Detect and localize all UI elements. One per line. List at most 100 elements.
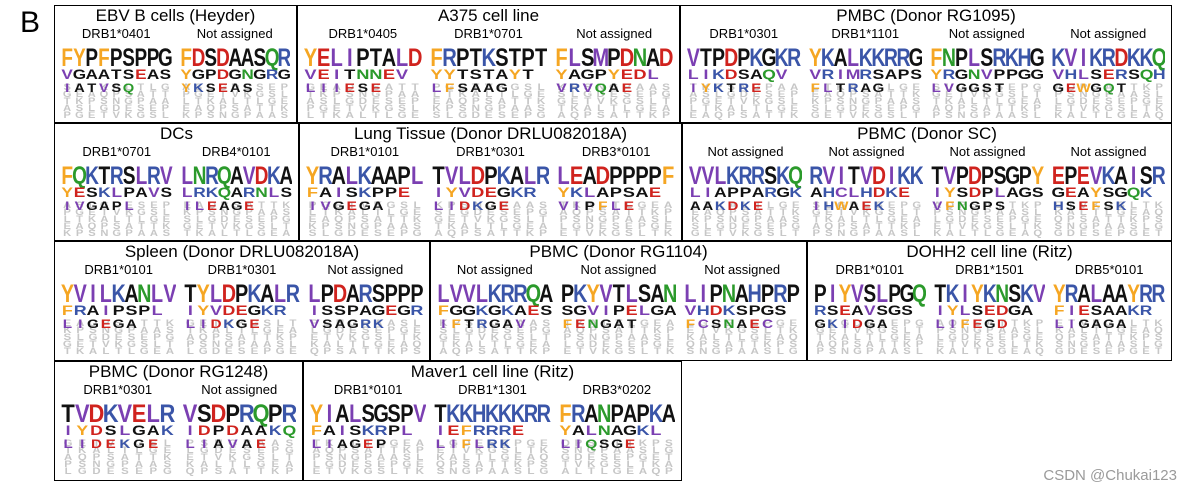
logo-letter: L [119,424,130,439]
logo-background-letter: A [1117,222,1126,232]
logo-background-letter: P [666,326,674,336]
logo-letter: D [459,199,470,213]
logo-letter: S [827,303,839,318]
logo-background-letter: A [385,83,394,92]
logo-background-letter: E [602,340,610,350]
allele-label: DRB1*0301 [456,144,525,159]
logo-background-letter: P [1155,83,1163,93]
logo-background-letter: P [1067,215,1075,225]
logo-letter: D [634,67,647,82]
logo-letter: G [484,199,496,213]
logo-letter: L [100,279,112,308]
logo-background-letter: E [866,319,874,329]
logo-background-letter: A [332,83,341,92]
logo-background-letter: G [538,208,547,217]
logo-letter: R [238,401,254,429]
logo-cell: DRB1*0301 G T A P L E K Q S G T A P N D V L S G E K T A P S G L T A E S… [61,383,174,478]
logo-background-letter: P [1079,83,1087,93]
logo-background-letter: G [149,446,158,456]
logo-background-letter: K [790,111,799,121]
logo-letter: D [710,303,723,319]
logo-background-letter: E [413,326,421,336]
logo-background-letter: T [151,222,159,232]
logo-background-letter: P [936,326,944,336]
logo-background-letter: A [486,229,495,238]
logo-background-letter: L [1130,104,1137,114]
logo-background-letter: K [945,97,954,107]
logo-background-letter: D [473,208,482,217]
logo-background-letter: A [1033,97,1042,107]
logo-background-letter: P [113,90,121,100]
logo-cell: DRB1*0401 S G T A P L E K S G T A P L E K Q S G T A P N D V L S G E K T… [61,27,171,122]
logo-background-letter: T [1155,229,1163,239]
logo-letter: G [600,317,612,331]
logo-background-letter: K [576,319,585,329]
logo-background-letter: K [811,97,820,107]
logo-background-letter: S [514,467,522,477]
logo-letter: L [433,199,443,213]
logo-letter: I [80,437,84,450]
logo-letter: F [945,199,954,212]
logo-background-letter: E [387,340,395,350]
logo-background-letter: A [321,215,330,224]
logo-letter: S [160,67,171,82]
logo-letter: T [535,43,547,72]
logo-background-letter: E [764,333,772,343]
logo-letter: P [1019,162,1032,190]
logo-background-letter: K [452,340,461,350]
box-pbmc-rg1248: PBMC (Donor RG1248) DRB1*0301 G T A P L E K Q S G T A… [54,361,303,481]
logo-background-letter: G [751,333,760,343]
logo-letter: V [685,303,697,319]
logo-background-letter: K [88,215,97,225]
logo-background-letter: L [154,340,161,350]
logo-letter: N [633,43,648,72]
allele-label: DRB1*0301 [207,262,277,277]
logo-background-letter: A [377,453,386,463]
logo-letter: L [63,318,72,331]
logo-background-letter: L [309,208,317,217]
sequence-logo-svg: PLEKSGTAPLEKQSGTAPNDVLSGEKTAPSGLTAESGTAP… [430,43,547,121]
logo-background-letter: A [875,229,884,239]
logo-letter: G [888,303,902,318]
logo-background-letter: T [665,453,673,463]
logo-letter: K [885,186,898,201]
logo-background-letter: L [934,215,941,225]
logo-letter: P [113,303,125,319]
logo-background-letter: L [448,208,456,217]
logo-background-letter: G [614,347,623,357]
logo-background-letter: L [626,460,634,470]
logo-letter: E [345,81,355,95]
logo-letter: K [261,303,274,319]
logo-background-letter: P [623,83,631,92]
logo-letter: A [229,81,240,94]
logo-letter: P [397,161,410,190]
logo-background-letter: V [597,97,605,106]
logo-background-letter: L [1130,201,1137,211]
logo-background-letter: E [447,215,455,224]
box-pmbc-rg1095: PMBC (Donor RG1095) DRB1*0301 T A P L E K S G T A P L… [680,5,1172,123]
logo-letter: I [65,81,69,94]
logo-background-letter: E [666,340,674,350]
logo-background-letter: Q [572,208,581,217]
logo-background-letter: K [1130,215,1139,225]
logo-background-letter: E [998,333,1006,343]
logo-background-letter: S [268,90,276,100]
logo-background-letter: A [996,208,1005,218]
logo-letter: D [996,303,1009,318]
logo-background-letter: G [486,201,495,210]
logo-background-letter: Q [88,222,97,232]
allele-label: DRB5*0101 [1074,262,1144,277]
logo-letter: E [148,437,158,450]
logo-background-letter: P [323,347,331,357]
logo-background-letter: S [1155,333,1163,343]
logo-background-letter: A [539,222,548,231]
logo-background-letter: L [574,467,582,477]
logo-background-letter: E [257,215,265,225]
logo-letter: A [877,317,888,330]
logo-background-letter: G [791,222,800,232]
logo-letter: K [472,199,483,213]
logo-letter: R [847,81,858,94]
logo-letter: L [995,186,1006,201]
logo-background-letter: G [281,215,290,225]
